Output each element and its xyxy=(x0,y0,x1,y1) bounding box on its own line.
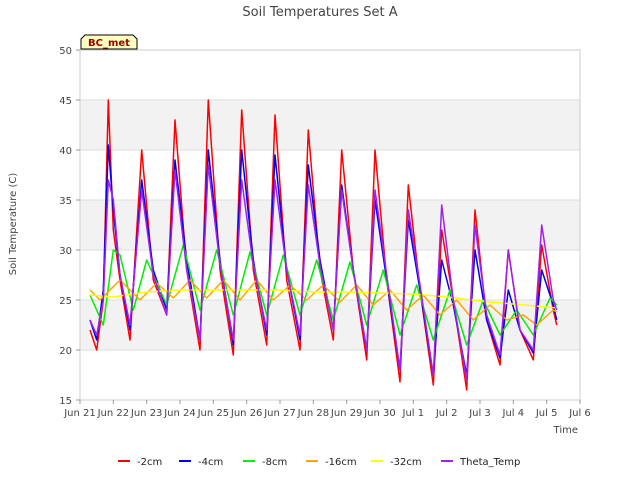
x-tick-label: Jun 29 xyxy=(330,408,363,419)
x-tick-label: Jun 28 xyxy=(297,408,330,419)
y-tick-label: 15 xyxy=(59,396,72,407)
grid-band xyxy=(80,200,580,250)
legend-item: -8cm xyxy=(243,457,287,468)
legend-item: Theta_Temp xyxy=(441,457,520,468)
y-tick-label: 30 xyxy=(59,246,72,257)
series-line-32cm xyxy=(89,289,557,309)
x-tick-label: Jul 6 xyxy=(568,408,591,419)
x-tick-label: Jun 30 xyxy=(363,408,396,419)
x-tick-label: Jun 27 xyxy=(263,408,296,419)
grid-band xyxy=(80,100,580,150)
x-tick-label: Jun 24 xyxy=(163,408,196,419)
x-tick-label: Jul 3 xyxy=(468,408,491,419)
series-line-16cm xyxy=(89,279,558,326)
series-line-4cm xyxy=(89,144,558,376)
legend-label: -2cm xyxy=(137,457,162,468)
x-tick-label: Jun 25 xyxy=(197,408,230,419)
x-tick-label: Jun 22 xyxy=(97,408,130,419)
badge: BC_met xyxy=(80,34,138,50)
legend-label: -32cm xyxy=(390,457,422,468)
x-tick-label: Jul 2 xyxy=(435,408,458,419)
chart-title: Soil Temperatures Set A xyxy=(242,5,397,20)
x-tick-label: Jul 1 xyxy=(402,408,425,419)
y-tick-label: 40 xyxy=(59,146,72,157)
x-tick-label: Jun 21 xyxy=(63,408,96,419)
y-tick-label: 25 xyxy=(59,296,72,307)
legend-label: -4cm xyxy=(198,457,223,468)
legend-label: -16cm xyxy=(325,457,357,468)
x-axis-label: Time xyxy=(553,425,578,436)
legend-item: -32cm xyxy=(371,457,422,468)
legend-label: -8cm xyxy=(262,457,287,468)
series-line-8cm xyxy=(89,244,558,346)
legend-item: -16cm xyxy=(306,457,357,468)
legend-item: -2cm xyxy=(118,457,162,468)
plot-border xyxy=(79,49,581,401)
legend-item: -4cm xyxy=(179,457,223,468)
y-tick-label: 20 xyxy=(59,346,72,357)
badge-label: BC_met xyxy=(88,38,130,49)
series-line-thetatemp xyxy=(89,164,558,381)
x-tick-label: Jul 5 xyxy=(535,408,558,419)
x-tick-label: Jun 26 xyxy=(230,408,263,419)
y-tick-label: 35 xyxy=(59,196,72,207)
y-axis-label: Soil Temperature (C) xyxy=(8,173,19,276)
x-tick-label: Jul 4 xyxy=(502,408,525,419)
legend-label: Theta_Temp xyxy=(459,457,520,468)
y-tick-label: 50 xyxy=(59,46,72,57)
x-tick-label: Jun 23 xyxy=(130,408,163,419)
y-tick-label: 45 xyxy=(59,96,72,107)
